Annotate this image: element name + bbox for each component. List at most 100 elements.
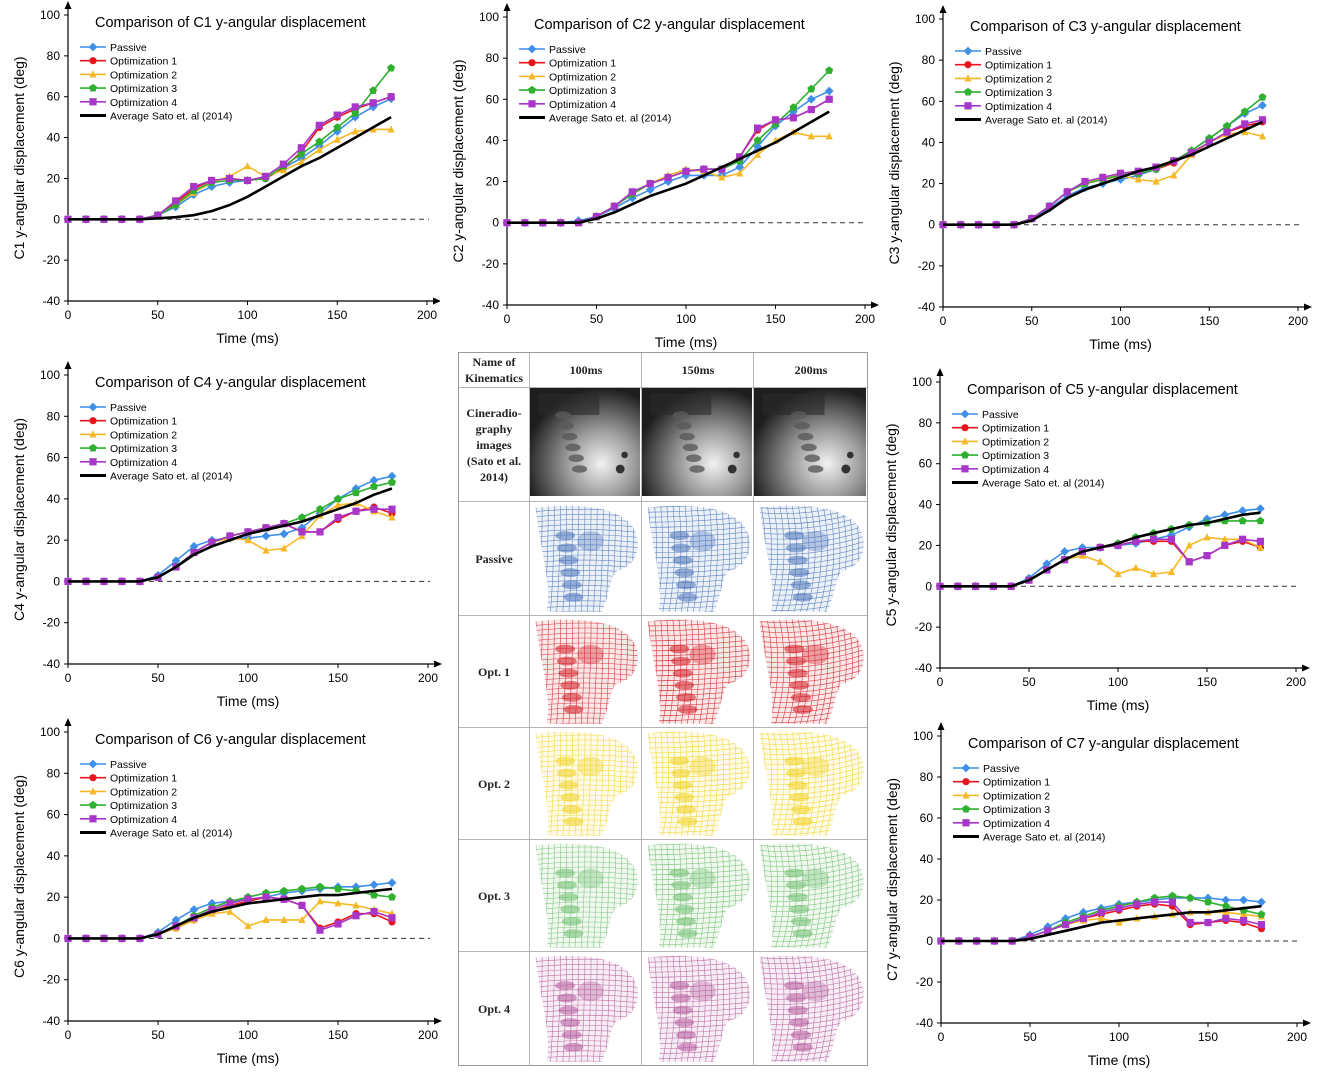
data-point [1222, 914, 1230, 923]
legend-label: Optimization 2 [110, 69, 177, 81]
cineradiography-image [754, 388, 866, 496]
data-point [754, 150, 762, 158]
series-line [68, 487, 393, 583]
kinematics-row: Cineradio- graphy images (Sato et al. 20… [459, 387, 867, 502]
legend-label: Optimization 2 [110, 786, 177, 798]
data-point [735, 162, 745, 172]
data-point [225, 174, 234, 183]
data-point [352, 507, 360, 515]
data-point [387, 63, 396, 72]
data-point [771, 116, 780, 124]
data-point [1097, 908, 1105, 916]
legend-label: Average Sato et. al (2014) [110, 828, 232, 840]
y-tick-label: -20 [916, 975, 934, 989]
data-point [189, 541, 199, 551]
data-point [89, 815, 97, 823]
data-point [89, 430, 97, 438]
data-point [369, 475, 379, 485]
data-point [315, 137, 324, 146]
legend-label: Optimization 3 [110, 800, 177, 812]
data-point [370, 482, 378, 490]
x-axis-arrow [434, 660, 442, 668]
data-point [718, 165, 726, 173]
legend-label: Optimization 4 [110, 97, 177, 109]
data-point [1026, 933, 1034, 941]
data-point [387, 93, 395, 101]
y-tick-label: -20 [915, 620, 933, 634]
x-tick-label: 150 [328, 671, 348, 685]
data-point [1258, 116, 1267, 124]
data-point [1079, 914, 1087, 923]
data-point [1256, 516, 1265, 525]
data-point [1221, 541, 1229, 550]
series-line [68, 506, 393, 583]
data-point [388, 914, 396, 922]
data-point [753, 136, 762, 144]
y-tick-label: 40 [922, 135, 936, 149]
data-point [190, 548, 198, 557]
series-4 [939, 93, 1267, 229]
x-tick-label: 50 [151, 1028, 165, 1042]
y-tick-label: 0 [53, 931, 60, 945]
kinematics-row-label: Passive [475, 552, 513, 566]
data-point [962, 791, 970, 799]
data-point [244, 528, 252, 536]
data-point [172, 197, 180, 205]
series-line [941, 904, 1262, 943]
data-point [189, 905, 199, 914]
series-line [68, 887, 393, 940]
legend-item: Optimization 3 [953, 804, 1050, 816]
x-tick-label: 200 [418, 671, 438, 685]
data-point [387, 878, 397, 888]
data-point [88, 402, 98, 412]
kinematics-image-cell [753, 728, 868, 840]
legend-label: Optimization 4 [983, 818, 1050, 830]
legend-item: Optimization 2 [953, 790, 1050, 802]
data-point [262, 915, 270, 923]
x-tick-label: 100 [1110, 314, 1130, 328]
x-tick-label: 50 [1023, 1030, 1037, 1044]
data-point [807, 105, 815, 114]
head-neck-mesh-image [647, 843, 750, 948]
y-tick-label: 0 [53, 212, 60, 226]
series-line [507, 110, 830, 224]
series-3 [64, 125, 395, 223]
legend-item: Optimization 1 [80, 773, 177, 785]
cineradiography-image [642, 388, 752, 496]
x-axis-arrow [1302, 664, 1310, 672]
legend-item: Optimization 4 [80, 814, 177, 826]
legend-item: Optimization 1 [80, 56, 177, 68]
series-line [68, 475, 393, 583]
chart-title: Comparison of C2 y-angular displacement [534, 17, 805, 33]
y-tick-label: -20 [918, 259, 936, 273]
data-point [280, 915, 288, 923]
x-tick-label: 50 [151, 671, 165, 685]
y-tick-label: 80 [922, 53, 936, 67]
data-point [528, 59, 536, 67]
legend-item: Average Sato et. al (2014) [80, 111, 232, 123]
series-line [940, 520, 1261, 588]
legend-item: Optimization 4 [519, 99, 616, 111]
data-point [646, 180, 654, 188]
chart-title: Comparison of C1 y-angular displacement [95, 15, 366, 31]
data-point [352, 901, 360, 909]
head-neck-mesh-image [535, 731, 638, 836]
y-tick-label: 80 [920, 770, 934, 784]
data-point [628, 188, 636, 196]
legend-label: Optimization 2 [549, 71, 616, 83]
data-point [645, 185, 655, 195]
y-axis-arrow [64, 361, 72, 369]
data-point [1168, 891, 1177, 900]
y-tick-label: 100 [913, 729, 933, 743]
data-point [592, 212, 601, 221]
data-point [261, 172, 270, 180]
y-tick-label: 100 [912, 375, 932, 389]
kinematics-row-label: Opt. 1 [477, 665, 510, 679]
legend-label: Passive [110, 402, 147, 414]
legend-label: Passive [982, 409, 1019, 421]
x-tick-label: 100 [238, 671, 258, 685]
y-tick-label: 60 [920, 811, 934, 825]
y-tick-label: 60 [47, 808, 61, 822]
data-point [682, 167, 690, 175]
